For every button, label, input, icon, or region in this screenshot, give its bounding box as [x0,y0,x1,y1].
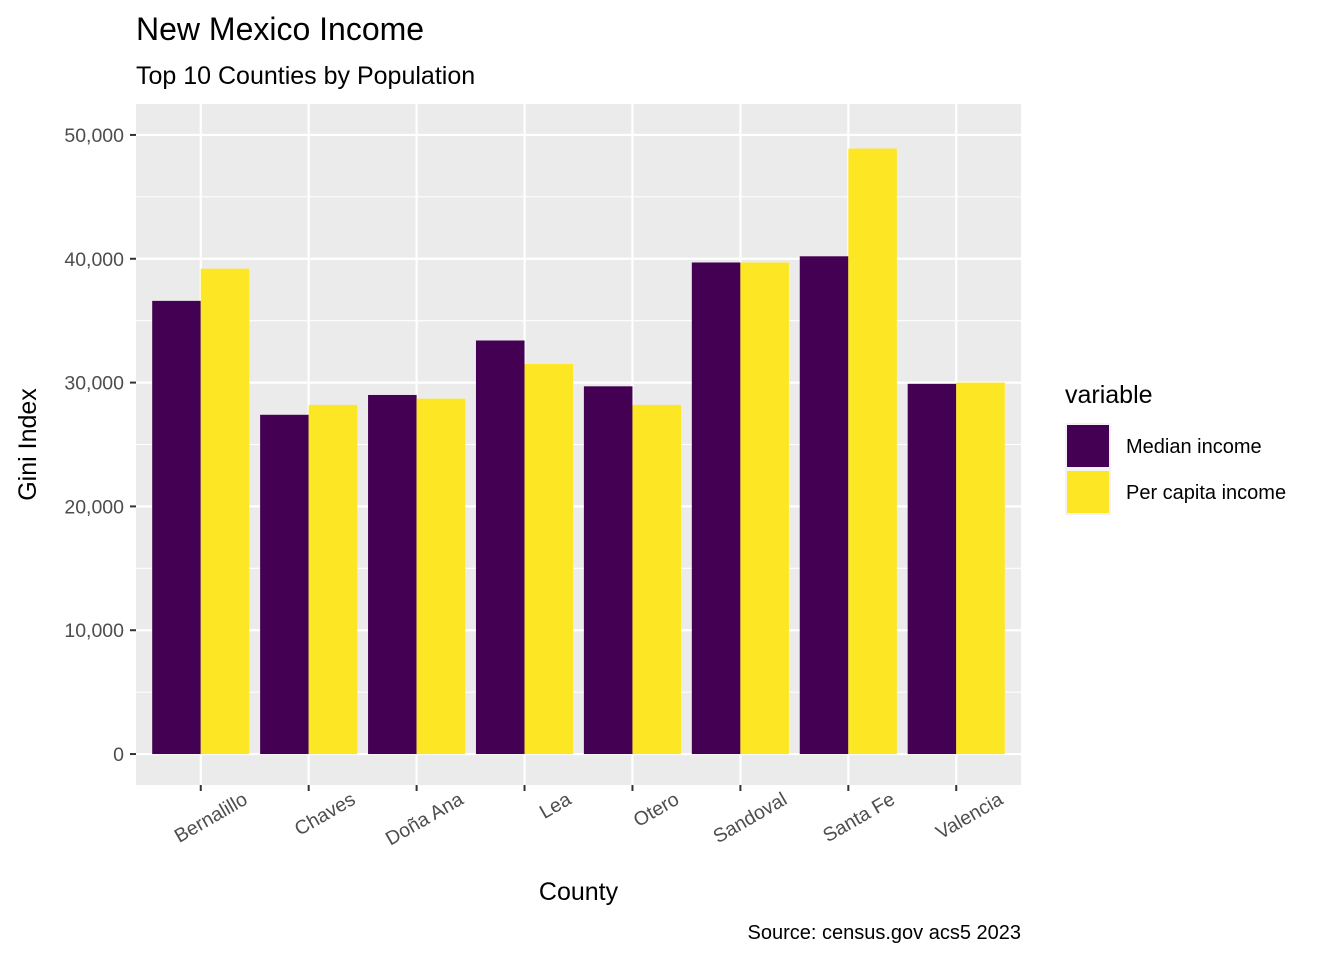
y-axis: 0 10,000 20,000 30,000 40,000 50,000 [64,125,136,766]
x-tick-label: Sandoval [709,788,790,848]
bar-median [907,383,957,755]
x-tick-label: Bernalillo [171,788,252,847]
bar-median [368,394,417,755]
x-tick-label: Santa Fe [819,788,899,847]
bar-per-capita [632,404,682,755]
bar-per-capita [200,268,250,755]
y-tick-label: 50,000 [64,125,124,147]
y-tick-label: 40,000 [64,249,124,271]
bar-per-capita [740,262,789,755]
x-axis: Bernalillo Chaves Doña Ana Lea Otero Sandoval… [171,785,1007,850]
bar-per-capita [308,404,358,755]
y-tick-label: 30,000 [64,373,124,395]
y-axis-title: Gini Index [14,388,42,501]
legend-label: Per capita income [1126,482,1286,504]
legend-swatch [1067,425,1109,467]
bar-per-capita [416,398,466,755]
y-tick-label: 10,000 [64,620,124,642]
x-tick-label: Otero [630,788,683,832]
x-tick-label: Lea [536,788,575,823]
x-tick-label: Chaves [291,788,359,840]
bar-median [583,386,633,755]
bar-median [260,414,309,755]
x-tick-label: Doña Ana [382,788,467,850]
y-tick-label: 20,000 [64,496,124,518]
legend-title: variable [1065,381,1153,409]
bar-per-capita [956,382,1005,755]
x-axis-title: County [539,878,619,906]
bar-median [799,256,849,755]
legend-label: Median income [1126,436,1262,458]
legend: variable Median income Per capita income [1065,381,1286,515]
bar-per-capita [524,364,574,755]
x-tick-label: Valencia [932,788,1007,844]
bar-per-capita [848,148,897,755]
bar-median [152,300,201,755]
legend-swatch [1067,471,1109,513]
chart-caption: Source: census.gov acs5 2023 [747,922,1021,944]
bar-median [691,262,741,755]
y-tick-label: 0 [113,744,124,766]
chart-title: New Mexico Income [136,11,424,47]
bars [152,148,1005,755]
chart-subtitle: Top 10 Counties by Population [136,62,475,90]
bar-median [475,340,525,755]
